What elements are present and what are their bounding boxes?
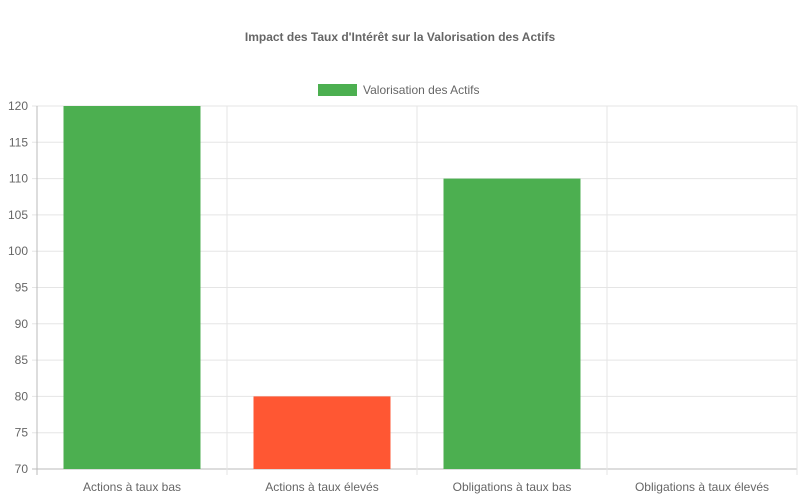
y-tick-label: 75 <box>15 426 29 440</box>
y-tick-label: 95 <box>15 281 29 295</box>
y-tick-label: 80 <box>15 389 29 403</box>
x-tick-label: Obligations à taux élevés <box>635 480 769 494</box>
x-tick-label: Actions à taux élevés <box>265 480 378 494</box>
legend-swatch[interactable] <box>318 84 357 96</box>
chart-title: Impact des Taux d'Intérêt sur la Valoris… <box>245 30 556 44</box>
y-tick-label: 105 <box>8 208 28 222</box>
y-tick-label: 120 <box>8 99 28 113</box>
y-tick-label: 110 <box>9 172 28 186</box>
y-tick-label: 90 <box>15 317 29 331</box>
y-tick-label: 70 <box>15 462 29 476</box>
bar[interactable] <box>443 178 581 469</box>
x-tick-label: Actions à taux bas <box>83 480 181 494</box>
y-tick-label: 115 <box>9 135 28 149</box>
bar[interactable] <box>63 106 201 469</box>
y-tick-label: 100 <box>8 244 28 258</box>
x-tick-label: Obligations à taux bas <box>453 480 572 494</box>
legend-label[interactable]: Valorisation des Actifs <box>363 83 480 97</box>
bar[interactable] <box>253 396 391 469</box>
y-tick-label: 85 <box>15 353 29 367</box>
